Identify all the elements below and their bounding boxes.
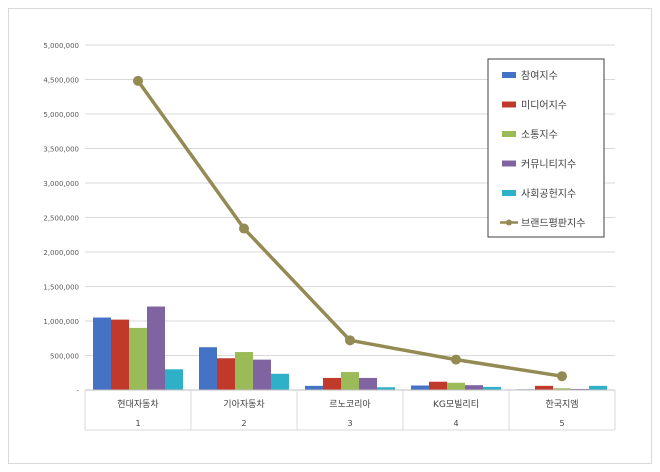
x-category-label: 기아자동차	[223, 398, 265, 410]
bar	[253, 359, 271, 390]
bar	[447, 382, 465, 390]
legend-label: 브랜드평판지수	[521, 218, 585, 230]
bar	[199, 347, 217, 390]
x-category-label: 르노코리아	[329, 399, 371, 410]
y-tick-label: 3,000,000	[43, 180, 79, 188]
bar	[271, 373, 289, 390]
line-point	[557, 371, 567, 382]
bar	[535, 385, 553, 390]
legend-box	[487, 58, 605, 238]
y-tick-label: 2,500,000	[43, 215, 79, 223]
bar	[217, 358, 235, 390]
legend-swatch	[502, 190, 516, 196]
legend-swatch	[502, 72, 516, 78]
line-point	[451, 354, 461, 365]
legend-swatch	[502, 160, 516, 167]
bar	[571, 388, 589, 390]
y-tick-label: 5,000,000	[43, 42, 79, 50]
y-tick-label: 5,000,000	[43, 111, 79, 119]
y-tick-label: 2,000,000	[43, 249, 79, 257]
gridlines	[85, 44, 615, 356]
x-axis: 현대자동차 1 기아자동차 2 르노코리아 3 KG모빌리티 4 한국지엠 5	[84, 389, 616, 431]
legend-swatch	[502, 131, 516, 137]
y-tick-label: 500,000	[50, 353, 79, 361]
bar	[165, 369, 183, 390]
line-point	[345, 335, 355, 346]
legend-label: 소통지수	[521, 129, 558, 141]
y-tick-label: 3,500,000	[43, 146, 79, 154]
legend-label: 미디어지수	[521, 100, 567, 112]
legend-swatch	[502, 101, 516, 108]
x-category-label: 현대자동차	[117, 398, 159, 410]
x-group-label: 4	[453, 419, 458, 428]
legend-label: 사회공헌지수	[521, 188, 576, 200]
line-point	[133, 75, 143, 86]
bar	[377, 387, 395, 390]
legend-label: 커뮤니티지수	[521, 159, 576, 171]
chart-svg: - 500,000 1,000,000 1,500,000 2,000,000 2,500…	[43, 42, 616, 431]
y-tick-label: 1,500,000	[43, 284, 79, 292]
bar	[411, 385, 429, 390]
x-group-label: 5	[559, 419, 564, 428]
bar	[323, 377, 341, 390]
line-point	[239, 223, 249, 234]
x-category-label: KG모빌리티	[433, 399, 479, 410]
x-group-label: 2	[241, 419, 246, 428]
bar	[129, 327, 147, 390]
chart-frame: - 500,000 1,000,000 1,500,000 2,000,000 2,500…	[8, 8, 652, 464]
x-group-label: 3	[347, 419, 352, 428]
bar	[147, 306, 165, 390]
bar	[111, 319, 129, 390]
bar	[429, 381, 447, 390]
y-tick-label: -	[76, 387, 79, 395]
x-category-label: 한국지엠	[545, 398, 578, 410]
x-group-label: 1	[135, 419, 140, 428]
bar	[483, 386, 501, 390]
bar	[359, 377, 377, 390]
bar	[341, 372, 359, 390]
brand-index-line	[133, 75, 567, 382]
bars	[93, 306, 607, 390]
bar	[553, 388, 571, 390]
y-tick-label: 4,500,000	[43, 77, 79, 85]
bar	[305, 385, 323, 390]
bar	[235, 352, 253, 390]
y-tick-label: 1,000,000	[43, 318, 79, 326]
legend-label: 참여지수	[521, 70, 558, 82]
bar	[93, 317, 111, 390]
bar	[465, 385, 483, 390]
legend-marker	[506, 219, 512, 226]
bar	[589, 385, 607, 390]
y-axis-ticks: - 500,000 1,000,000 1,500,000 2,000,000 2,500…	[43, 42, 79, 395]
